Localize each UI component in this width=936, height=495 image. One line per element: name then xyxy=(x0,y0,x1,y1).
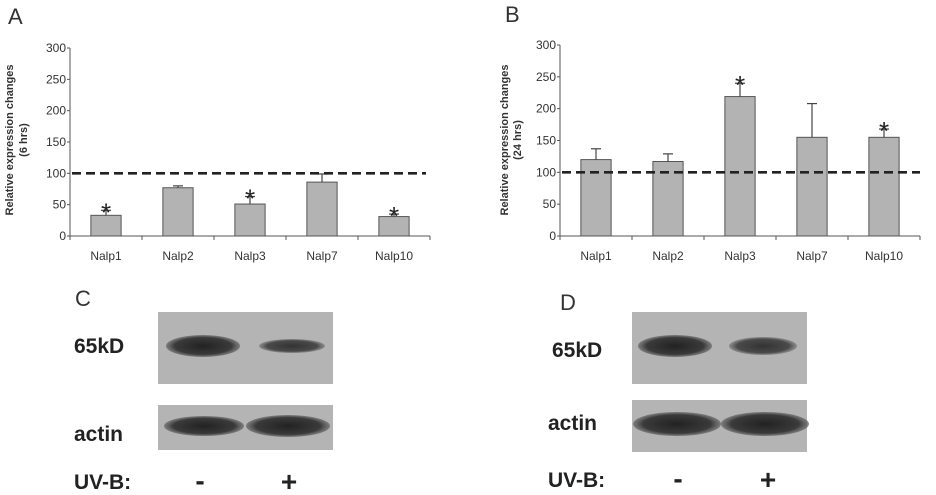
y-axis-label-a: Relative expression changes xyxy=(4,64,16,215)
blot-row-label-65kd-d: 65kD xyxy=(552,339,602,362)
uvb-label-c: UV-B: xyxy=(74,471,131,494)
panel-letter-b: B xyxy=(505,2,520,27)
y-tick-labels-b: 0 50 100 150 200 250 300 xyxy=(536,38,556,243)
bar-nalp10 xyxy=(868,136,900,237)
significance-markers-b: ** xyxy=(735,70,889,146)
y-tick-label: 0 xyxy=(59,229,66,243)
y-axis-sublabel-b: (24 hrs) xyxy=(512,120,524,160)
blot-panel-c: C 65kD actin UV-B: - + xyxy=(74,286,333,495)
uvb-label-d: UV-B: xyxy=(548,469,605,492)
bar-nalp7 xyxy=(306,181,338,237)
axes-a xyxy=(67,47,431,240)
blot-band-65kd-c-minus xyxy=(166,335,240,357)
y-axis-sublabel-a: (6 hrs) xyxy=(18,123,30,157)
blot-band-actin-d-minus xyxy=(633,412,721,436)
chart-a: A Relative expression changes (6 hrs) 0 5… xyxy=(4,4,431,263)
significance-star-nalp10: * xyxy=(389,201,399,231)
blot-row-label-actin-d: actin xyxy=(548,412,597,435)
chart-b: B Relative expression changes (24 hrs) 0… xyxy=(499,2,921,263)
y-tick-label: 250 xyxy=(536,70,556,84)
x-tick-label-nalp2: Nalp2 xyxy=(652,249,684,263)
bar-nalp2 xyxy=(652,161,684,237)
significance-star-nalp3: * xyxy=(735,70,745,100)
lane-minus-label-d: - xyxy=(673,463,682,494)
panel-letter-a: A xyxy=(8,4,23,29)
significance-star-nalp1: * xyxy=(101,197,111,227)
x-tick-label-nalp7: Nalp7 xyxy=(796,249,828,263)
x-tick-label-nalp2: Nalp2 xyxy=(162,249,194,263)
blot-row-label-65kd-c: 65kD xyxy=(74,335,124,358)
y-axis-label-b: Relative expression changes xyxy=(499,64,511,215)
y-tick-label: 0 xyxy=(549,229,556,243)
x-tick-label-nalp3: Nalp3 xyxy=(724,249,756,263)
lane-plus-label-c: + xyxy=(281,466,297,495)
significance-markers-a: * * * xyxy=(101,184,399,232)
blot-band-actin-d-plus xyxy=(721,412,809,436)
x-tick-label-nalp7: Nalp7 xyxy=(306,249,338,263)
y-tick-label: 150 xyxy=(536,134,556,148)
panel-letter-c: C xyxy=(75,286,91,311)
significance-star-nalp3: * xyxy=(245,184,255,214)
lane-plus-label-d: + xyxy=(760,464,776,495)
blot-band-65kd-c-plus xyxy=(259,339,325,353)
y-tick-label: 100 xyxy=(46,166,66,180)
blot-band-actin-c-minus xyxy=(164,416,244,436)
y-tick-label: 100 xyxy=(536,165,556,179)
y-tick-label: 50 xyxy=(53,198,67,212)
bar-nalp3 xyxy=(724,96,756,237)
y-tick-label: 300 xyxy=(536,38,556,52)
x-tick-labels-a: Nalp1 Nalp2 Nalp3 Nalp7 Nalp10 xyxy=(90,249,413,263)
x-tick-label-nalp1: Nalp1 xyxy=(580,249,612,263)
y-tick-label: 200 xyxy=(536,102,556,116)
bar-nalp2 xyxy=(162,187,194,237)
x-tick-label-nalp1: Nalp1 xyxy=(90,249,122,263)
blot-row-label-actin-c: actin xyxy=(74,423,123,446)
y-tick-labels-a: 0 50 100 150 200 250 300 xyxy=(46,41,66,243)
x-tick-label-nalp10: Nalp10 xyxy=(865,249,903,263)
axes-b xyxy=(557,44,921,240)
x-tick-label-nalp3: Nalp3 xyxy=(234,249,266,263)
significance-star-nalp10: * xyxy=(879,116,889,146)
blot-panel-d: D 65kD actin UV-B: - + xyxy=(548,290,809,495)
lane-minus-label-c: - xyxy=(195,465,204,495)
y-tick-label: 150 xyxy=(46,135,66,149)
blot-band-65kd-d-plus xyxy=(729,337,797,355)
y-tick-label: 50 xyxy=(543,197,557,211)
x-tick-labels-b: Nalp1 Nalp2 Nalp3 Nalp7 Nalp10 xyxy=(580,249,903,263)
blot-band-actin-c-plus xyxy=(246,415,330,437)
blot-band-65kd-d-minus xyxy=(638,335,712,357)
x-tick-label-nalp10: Nalp10 xyxy=(375,249,413,263)
y-tick-label: 250 xyxy=(46,72,66,86)
bar-nalp7 xyxy=(796,136,828,237)
panel-letter-d: D xyxy=(560,290,576,315)
y-tick-label: 200 xyxy=(46,104,66,118)
bars-b xyxy=(580,96,900,237)
y-tick-label: 300 xyxy=(46,41,66,55)
error-bars-b xyxy=(591,82,889,162)
